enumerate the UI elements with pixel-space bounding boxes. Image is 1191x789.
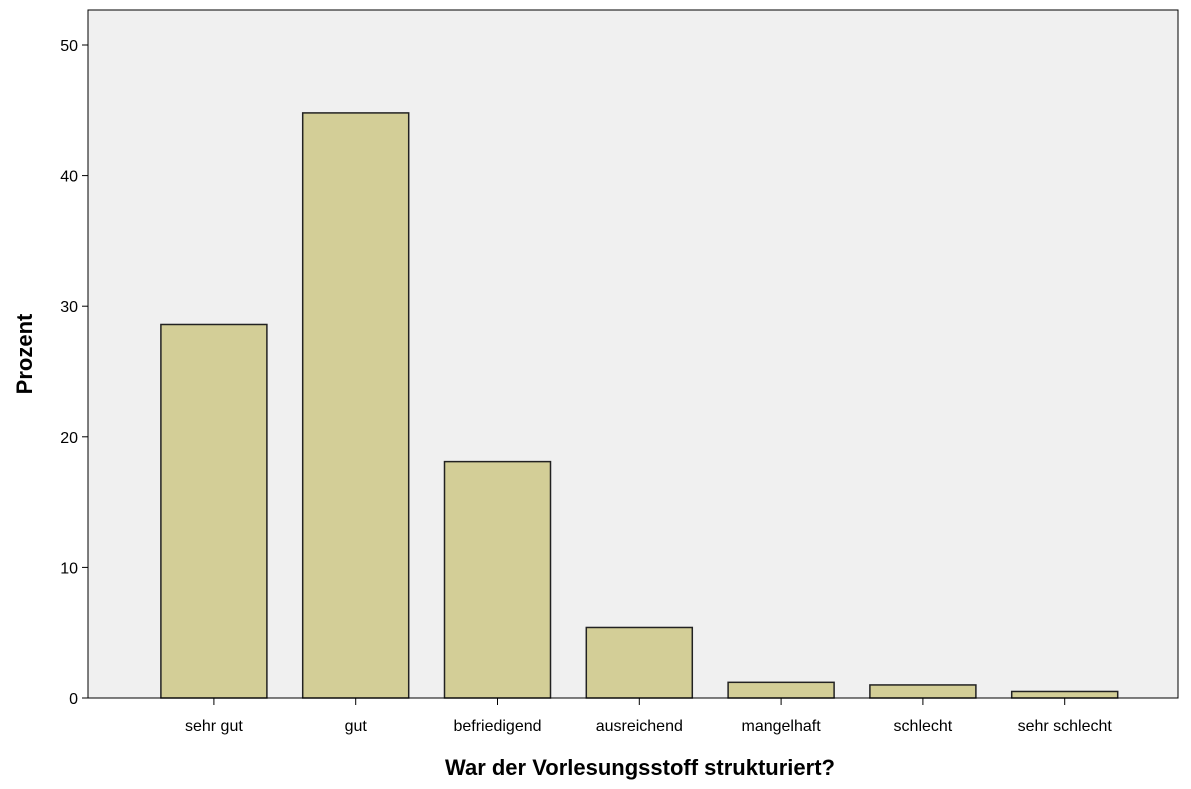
y-tick-label: 0 — [69, 691, 78, 708]
x-tick-label: schlecht — [894, 718, 953, 735]
y-axis-title: Prozent — [12, 313, 37, 394]
bar — [301, 112, 410, 699]
bar — [160, 323, 268, 699]
bar — [727, 681, 835, 699]
y-tick-label: 10 — [60, 560, 78, 577]
y-tick-label: 50 — [60, 38, 78, 55]
bar — [869, 684, 977, 699]
x-tick-label: mangelhaft — [742, 718, 822, 735]
plot-area — [87, 9, 1179, 699]
x-tick-label: befriedigend — [453, 718, 541, 735]
bar — [585, 626, 694, 699]
y-tick-label: 20 — [60, 430, 78, 447]
x-tick-label: ausreichend — [596, 718, 683, 735]
x-tick-label: sehr gut — [185, 718, 243, 735]
x-axis-title: War der Vorlesungsstoff strukturiert? — [445, 755, 835, 780]
x-tick-label: sehr schlecht — [1018, 718, 1113, 735]
bar — [443, 460, 552, 699]
x-tick-label: gut — [345, 718, 368, 735]
y-tick-label: 40 — [60, 169, 78, 186]
bar — [1010, 690, 1119, 699]
y-tick-label: 30 — [60, 299, 78, 316]
